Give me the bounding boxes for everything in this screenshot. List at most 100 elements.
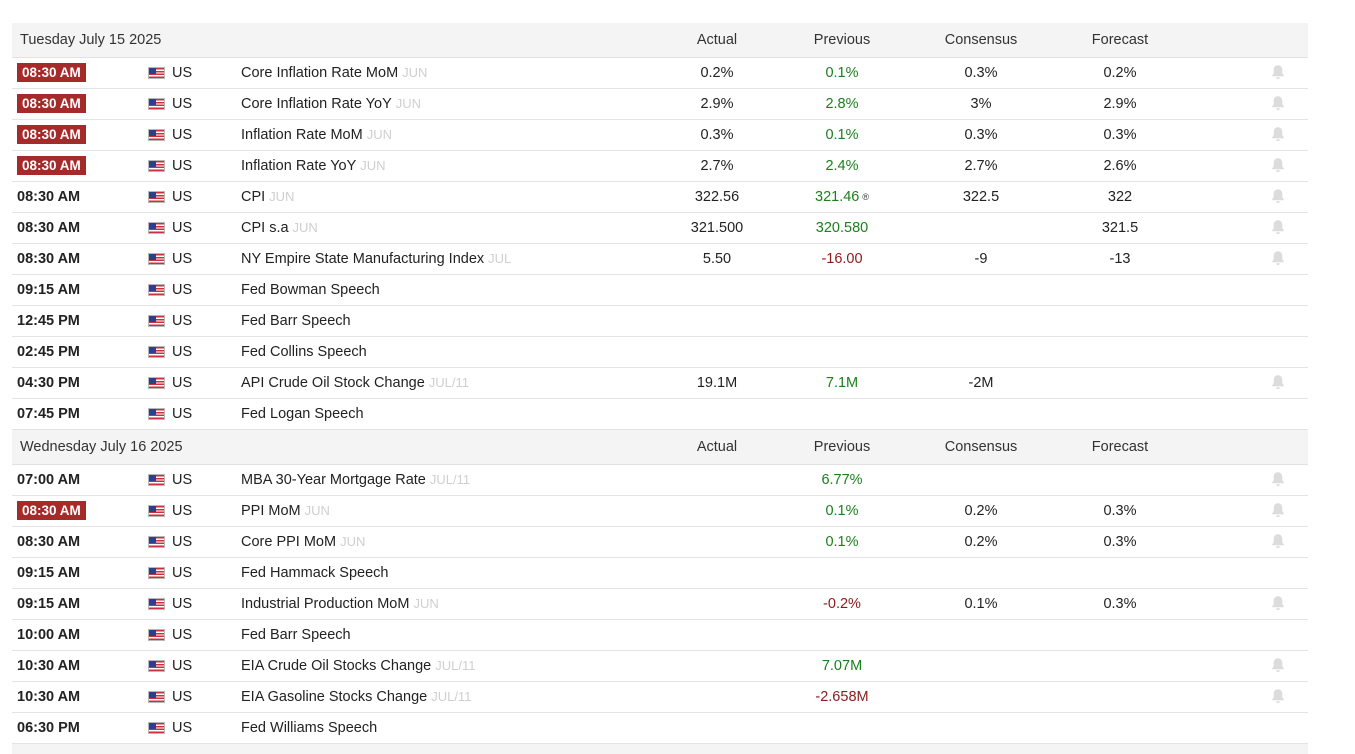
event-name-link[interactable]: Core Inflation Rate MoM JUN <box>241 65 427 81</box>
event-name[interactable]: CPI s.a <box>241 220 289 236</box>
bell-alert-icon[interactable] <box>1271 471 1285 487</box>
event-name-link[interactable]: Inflation Rate YoY JUN <box>241 158 386 174</box>
event-row[interactable]: 10:30 AM US EIA Crude Oil Stocks Change J… <box>12 651 1308 682</box>
bell-alert-icon[interactable] <box>1271 64 1285 80</box>
bell-alert-icon[interactable] <box>1271 219 1285 235</box>
bell-alert-icon[interactable] <box>1271 157 1285 173</box>
event-name-link[interactable]: CPI JUN <box>241 189 294 205</box>
column-header-consensus[interactable]: Consensus <box>944 439 1018 455</box>
column-header-previous[interactable]: Previous <box>813 32 871 48</box>
event-consensus: 322.5 <box>962 189 1000 205</box>
event-row[interactable]: 04:30 PM US API Crude Oil Stock Change JU… <box>12 368 1308 399</box>
previous-value: -2.658M <box>815 689 869 705</box>
event-name[interactable]: PPI MoM <box>241 503 301 519</box>
event-name[interactable]: Core Inflation Rate MoM <box>241 65 399 81</box>
event-name[interactable]: Inflation Rate YoY <box>241 158 357 174</box>
event-row[interactable]: 06:30 PM US Fed Williams Speech <box>12 713 1308 744</box>
event-name-link[interactable]: API Crude Oil Stock Change JUL/11 <box>241 375 469 391</box>
column-header-consensus[interactable]: Consensus <box>944 32 1018 48</box>
event-name[interactable]: MBA 30-Year Mortgage Rate <box>241 472 426 488</box>
bell-alert-icon[interactable] <box>1271 126 1285 142</box>
column-header-forecast[interactable]: Forecast <box>1091 439 1149 455</box>
bell-alert-icon[interactable] <box>1271 533 1285 549</box>
event-name-link[interactable]: Industrial Production MoM JUN <box>241 596 439 612</box>
event-name[interactable]: Fed Barr Speech <box>241 313 351 329</box>
previous-value: 0.1% <box>825 503 859 519</box>
event-name[interactable]: Fed Hammack Speech <box>241 565 389 581</box>
event-name-link[interactable]: Fed Collins Speech <box>241 344 371 360</box>
event-name-link[interactable]: PPI MoM JUN <box>241 503 330 519</box>
event-name[interactable]: Fed Barr Speech <box>241 627 351 643</box>
event-name[interactable]: NY Empire State Manufacturing Index <box>241 251 485 267</box>
event-previous: 6.77% <box>782 472 902 488</box>
event-actual: 0.3% <box>700 127 734 143</box>
event-name[interactable]: CPI <box>241 189 266 205</box>
event-name-link[interactable]: EIA Gasoline Stocks Change JUL/11 <box>241 689 471 705</box>
event-name-link[interactable]: Fed Barr Speech <box>241 313 355 329</box>
event-row[interactable]: 10:00 AM US Fed Barr Speech <box>12 620 1308 651</box>
event-country: US <box>148 472 192 488</box>
us-flag-icon <box>148 567 165 579</box>
bell-alert-icon[interactable] <box>1271 688 1285 704</box>
event-name-link[interactable]: Fed Hammack Speech <box>241 565 392 581</box>
event-name-link[interactable]: Fed Logan Speech <box>241 406 368 422</box>
bell-alert-icon[interactable] <box>1271 502 1285 518</box>
event-row[interactable]: 09:15 AM US Fed Hammack Speech <box>12 558 1308 589</box>
event-row[interactable]: 10:30 AM US EIA Gasoline Stocks Change JU… <box>12 682 1308 713</box>
event-row[interactable]: 08:30 AM US Core Inflation Rate YoY JUN 2… <box>12 89 1308 120</box>
event-row[interactable]: 12:45 PM US Fed Barr Speech <box>12 306 1308 337</box>
event-name-link[interactable]: Fed Bowman Speech <box>241 282 384 298</box>
event-time: 08:30 AM <box>17 501 86 520</box>
event-name[interactable]: Fed Bowman Speech <box>241 282 380 298</box>
event-row[interactable]: 02:45 PM US Fed Collins Speech <box>12 337 1308 368</box>
event-row[interactable]: 08:30 AM US Core Inflation Rate MoM JUN 0… <box>12 58 1308 89</box>
event-name[interactable]: Core Inflation Rate YoY <box>241 96 392 112</box>
event-name[interactable]: EIA Gasoline Stocks Change <box>241 689 428 705</box>
event-name[interactable]: Fed Logan Speech <box>241 406 364 422</box>
event-name-link[interactable]: EIA Crude Oil Stocks Change JUL/11 <box>241 658 475 674</box>
column-header-actual[interactable]: Actual <box>696 439 738 455</box>
event-row[interactable]: 07:00 AM US MBA 30-Year Mortgage Rate JUL… <box>12 465 1308 496</box>
event-name-link[interactable]: CPI s.a JUN <box>241 220 318 236</box>
event-country: US <box>148 251 192 267</box>
event-name-link[interactable]: Core Inflation Rate YoY JUN <box>241 96 421 112</box>
bell-alert-icon[interactable] <box>1271 595 1285 611</box>
event-row[interactable]: 08:30 AM US Core PPI MoM JUN 0.1% 0.2% 0.… <box>12 527 1308 558</box>
event-row[interactable]: 08:30 AM US CPI s.a JUN 321.500 320.580 3… <box>12 213 1308 244</box>
column-header-forecast[interactable]: Forecast <box>1091 32 1149 48</box>
bell-alert-icon[interactable] <box>1271 250 1285 266</box>
event-name-link[interactable]: Inflation Rate MoM JUN <box>241 127 392 143</box>
event-row[interactable]: 07:45 PM US Fed Logan Speech <box>12 399 1308 430</box>
event-name-link[interactable]: Core PPI MoM JUN <box>241 534 365 550</box>
event-name-link[interactable]: Fed Williams Speech <box>241 720 381 736</box>
event-name[interactable]: Fed Collins Speech <box>241 344 367 360</box>
bell-alert-icon[interactable] <box>1271 374 1285 390</box>
event-row[interactable]: 08:30 AM US Inflation Rate YoY JUN 2.7% 2… <box>12 151 1308 182</box>
bell-alert-icon[interactable] <box>1271 188 1285 204</box>
bell-alert-icon[interactable] <box>1271 657 1285 673</box>
event-row[interactable]: 08:30 AM US PPI MoM JUN 0.1% 0.2% 0.3% <box>12 496 1308 527</box>
bell-alert-icon[interactable] <box>1271 95 1285 111</box>
event-row[interactable]: 08:30 AM US Inflation Rate MoM JUN 0.3% 0… <box>12 120 1308 151</box>
column-header-previous[interactable]: Previous <box>813 439 871 455</box>
event-name-link[interactable]: Fed Barr Speech <box>241 627 355 643</box>
event-name[interactable]: API Crude Oil Stock Change <box>241 375 425 391</box>
country-code: US <box>172 720 193 736</box>
previous-value: 6.77% <box>821 472 863 488</box>
event-name[interactable]: Fed Williams Speech <box>241 720 378 736</box>
event-row[interactable]: 09:15 AM US Fed Bowman Speech <box>12 275 1308 306</box>
event-row[interactable]: 08:30 AM US NY Empire State Manufacturin… <box>12 244 1308 275</box>
event-name[interactable]: Core PPI MoM <box>241 534 337 550</box>
column-header-actual[interactable]: Actual <box>696 32 738 48</box>
event-name[interactable]: EIA Crude Oil Stocks Change <box>241 658 432 674</box>
event-name[interactable]: Industrial Production MoM <box>241 596 410 612</box>
event-name-link[interactable]: MBA 30-Year Mortgage Rate JUL/11 <box>241 472 470 488</box>
event-name[interactable]: Inflation Rate MoM <box>241 127 363 143</box>
event-row[interactable]: 09:15 AM US Industrial Production MoM JUN… <box>12 589 1308 620</box>
event-reference-period: JUL/11 <box>431 689 472 704</box>
day-header: Tuesday July 15 2025 Actual Previous Con… <box>12 23 1308 58</box>
event-consensus: 0.3% <box>964 127 998 143</box>
event-forecast: 0.3% <box>1103 596 1137 612</box>
event-row[interactable]: 08:30 AM US CPI JUN 322.56 321.46 ® 322.5 … <box>12 182 1308 213</box>
event-name-link[interactable]: NY Empire State Manufacturing Index JUL <box>241 251 511 267</box>
